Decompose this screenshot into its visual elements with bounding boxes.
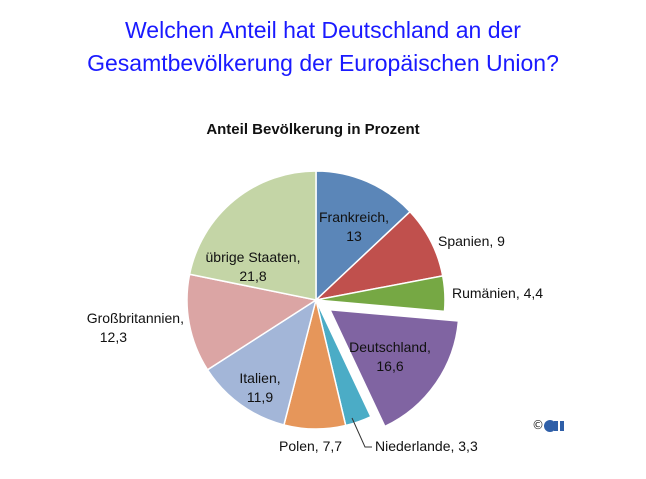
slice-label-spanien: Spanien, 9 — [438, 233, 505, 249]
pie-slice-deutschland — [328, 308, 460, 428]
slice-label-italien: Italien, 11,9 — [239, 370, 280, 405]
slice-label-polen: Polen, 7,7 — [279, 438, 342, 454]
slice-label-deutschland: Deutschland, 16,6 — [349, 339, 431, 374]
pie-labels: Frankreich, 13 Spanien, 9 Rumänien, 4,4 Deut… — [87, 209, 544, 454]
slice-label-ubrige-staaten: übrige Staaten, 21,8 — [206, 249, 301, 284]
slice-label-niederlande: Niederlande, 3,3 — [375, 438, 478, 454]
pie-slices — [186, 170, 460, 430]
leader-line-niederlande — [351, 417, 372, 448]
chart-title: Anteil Bevölkerung in Prozent — [206, 121, 419, 138]
pie-slice-frankreich — [315, 170, 412, 302]
page-title: Welchen Anteil hat Deutschland an der Ge… — [0, 14, 646, 80]
slice-label-frankreich: Frankreich, 13 — [319, 209, 389, 244]
slice-label-grossbritannien: Großbritannien, 12,3 — [87, 310, 184, 345]
copyright-symbol: © — [532, 418, 544, 432]
pie-slice-rumanien — [315, 274, 446, 313]
page-title-line-1: Welchen Anteil hat Deutschland an der — [125, 17, 521, 43]
pie-slice-grossbritannien — [186, 273, 318, 371]
page-title-line-2: Gesamtbevölkerung der Europäischen Union… — [87, 50, 559, 76]
pie-slice-italien — [206, 298, 318, 426]
slice-label-rumanien: Rumänien, 4,4 — [452, 285, 543, 301]
publisher-logo-icon — [544, 420, 564, 432]
pie-slice-ubrige-staaten — [188, 170, 317, 301]
